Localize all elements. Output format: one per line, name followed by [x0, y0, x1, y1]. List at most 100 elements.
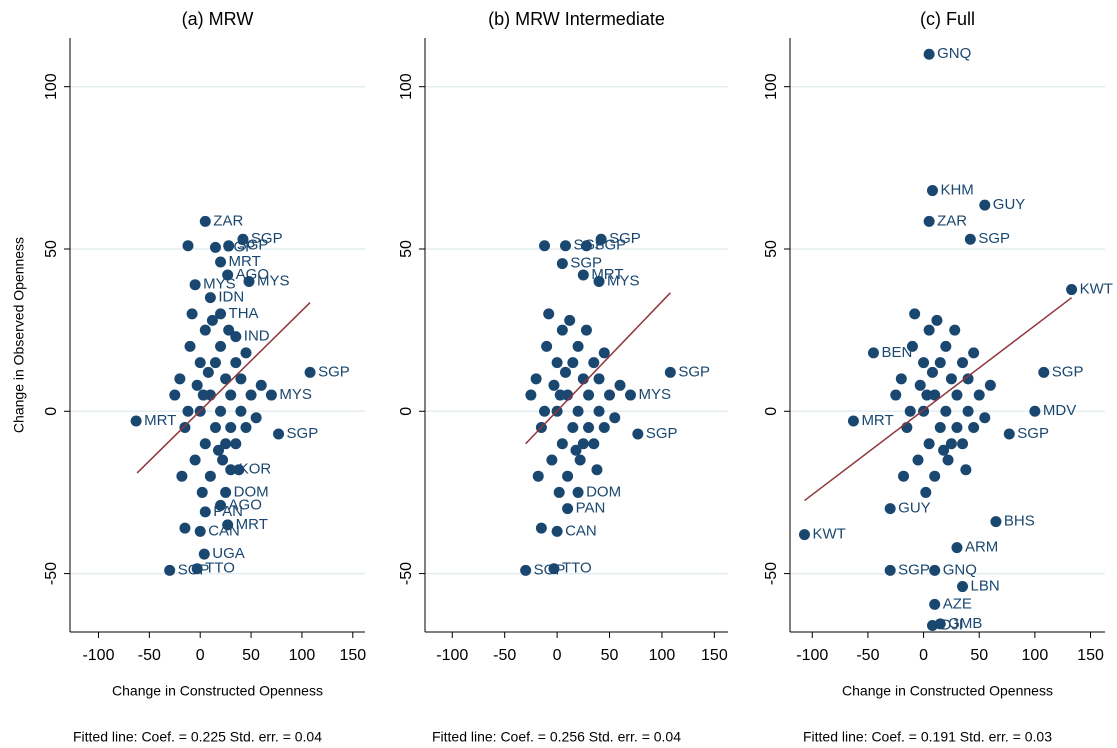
point	[973, 389, 985, 401]
point	[909, 308, 921, 320]
point	[570, 444, 582, 456]
point	[574, 454, 586, 466]
x-tick-label: -100	[436, 647, 468, 664]
point	[535, 522, 547, 534]
point	[940, 340, 952, 352]
point	[551, 357, 563, 369]
x-tick-label: -100	[82, 647, 114, 664]
x-tick-label: 150	[1077, 647, 1104, 664]
point	[225, 464, 237, 476]
point	[567, 422, 579, 434]
point	[199, 506, 211, 518]
fit-line	[525, 292, 671, 445]
point	[934, 422, 946, 434]
point	[895, 373, 907, 385]
point	[225, 389, 237, 401]
point	[1003, 428, 1015, 440]
point-label: SGP	[898, 561, 930, 578]
point-label: SGP	[223, 238, 255, 255]
point	[951, 542, 963, 554]
point	[632, 428, 644, 440]
point	[217, 454, 229, 466]
point	[951, 422, 963, 434]
point	[926, 185, 938, 197]
point	[604, 389, 616, 401]
point-label: TTO	[562, 560, 592, 577]
point	[968, 422, 980, 434]
point	[847, 415, 859, 427]
point	[539, 405, 551, 417]
point-label: MYS	[607, 272, 640, 289]
point	[593, 275, 605, 287]
point-label: MDV	[1043, 402, 1076, 419]
y-tick-label: 100	[43, 73, 60, 100]
point	[164, 564, 176, 576]
point-label: TTO	[205, 560, 235, 577]
point	[179, 422, 191, 434]
point	[798, 529, 810, 541]
point	[572, 340, 584, 352]
point	[562, 470, 574, 482]
x-tick-label: 150	[339, 647, 366, 664]
point	[220, 438, 232, 450]
point	[572, 486, 584, 498]
point-label: SGP	[1052, 363, 1084, 380]
point	[938, 444, 950, 456]
point-label: CAN	[565, 522, 597, 539]
point	[940, 405, 952, 417]
point	[914, 379, 926, 391]
y-tick-label: 0	[398, 407, 415, 416]
point-label: UGA	[212, 545, 245, 562]
point	[957, 438, 969, 450]
point-label: SGP	[678, 363, 710, 380]
note: Fitted line: Coef. = 0.225 Std. err. = 0…	[73, 729, 322, 745]
point	[209, 357, 221, 369]
point	[199, 324, 211, 336]
point	[548, 379, 560, 391]
point-label: SGP	[251, 230, 283, 247]
point	[559, 240, 571, 252]
point	[957, 357, 969, 369]
point	[929, 389, 941, 401]
point	[235, 373, 247, 385]
x-tick-label: 50	[970, 647, 988, 664]
point	[230, 357, 242, 369]
point	[572, 405, 584, 417]
point	[624, 389, 636, 401]
point	[179, 522, 191, 534]
point	[595, 233, 607, 245]
point	[593, 405, 605, 417]
point	[884, 564, 896, 576]
point	[186, 308, 198, 320]
point	[945, 373, 957, 385]
point	[591, 464, 603, 476]
point	[169, 389, 181, 401]
point	[942, 454, 954, 466]
x-tick-label: -50	[138, 647, 161, 664]
point	[957, 581, 969, 593]
point	[130, 415, 142, 427]
note: Fitted line: Coef. = 0.256 Std. err. = 0…	[432, 729, 681, 745]
point	[215, 340, 227, 352]
point	[562, 503, 574, 515]
point	[273, 428, 285, 440]
point	[240, 422, 252, 434]
y-tick-label: -50	[43, 562, 60, 585]
point	[588, 357, 600, 369]
point	[176, 470, 188, 482]
point	[593, 373, 605, 385]
point-label: DOM	[234, 483, 269, 500]
point	[209, 241, 221, 253]
point	[664, 366, 676, 378]
point-label: CAN	[208, 522, 240, 539]
point	[583, 389, 595, 401]
point	[929, 598, 941, 610]
point	[235, 405, 247, 417]
point	[564, 314, 576, 326]
point	[867, 347, 879, 359]
point	[979, 199, 991, 211]
point-label: SGP	[609, 230, 641, 247]
x-tick-label: 0	[919, 647, 928, 664]
point-label: SGP	[287, 425, 319, 442]
